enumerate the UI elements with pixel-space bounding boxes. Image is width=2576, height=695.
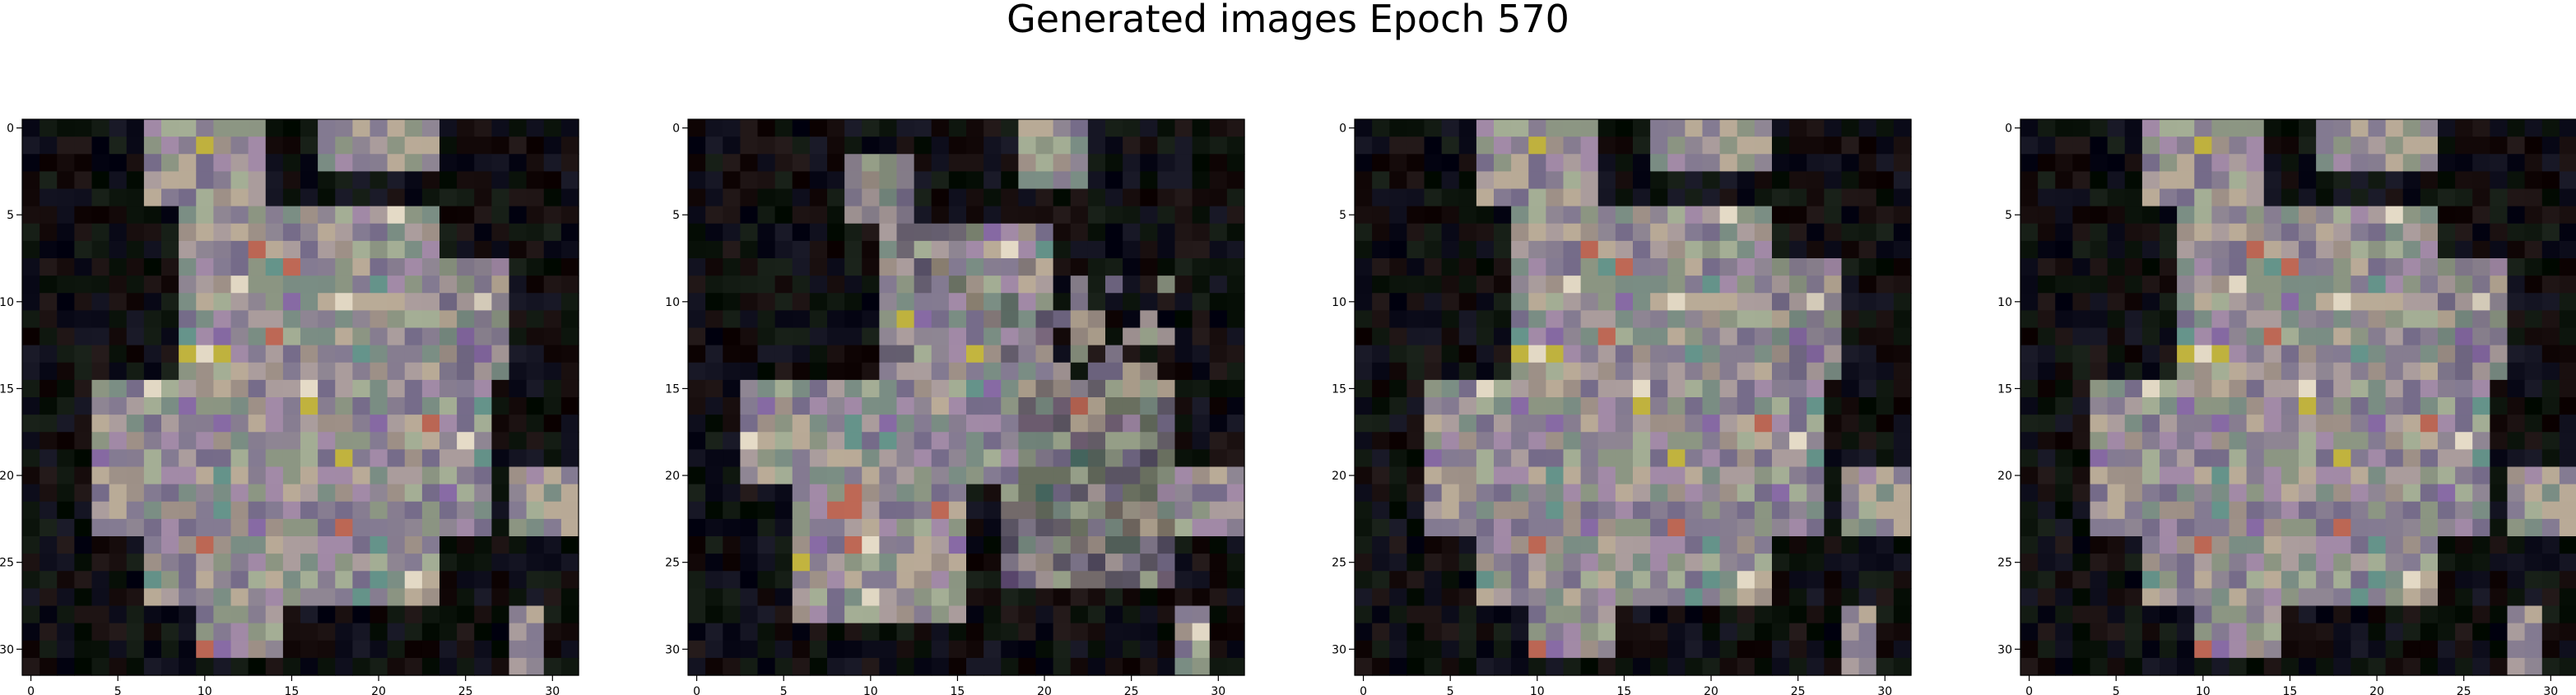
- y-tick-label: 10: [1332, 296, 1346, 309]
- y-tick-label: 10: [1997, 296, 2012, 309]
- y-tick-label: 25: [1332, 557, 1346, 570]
- y-tick-label: 20: [1332, 470, 1346, 483]
- y-tick-label: 10: [665, 296, 680, 309]
- y-tick-label: 25: [665, 557, 680, 570]
- y-tick-label: 0: [7, 123, 14, 136]
- y-tick-label: 25: [0, 557, 14, 570]
- x-tick-label: 20: [1704, 685, 1718, 695]
- x-tick-label: 5: [780, 685, 788, 695]
- axes-frame: [21, 118, 579, 676]
- y-tick-label: 15: [1997, 382, 2012, 396]
- generated-image: [688, 119, 1245, 676]
- x-tick-label: 25: [1791, 685, 1806, 695]
- x-tick-label: 15: [1617, 685, 1632, 695]
- y-tick-label: 20: [0, 470, 14, 483]
- y-tick-label: 30: [1332, 643, 1346, 656]
- figure-title: Generated images Epoch 570: [1007, 0, 1569, 41]
- x-tick-label: 30: [545, 685, 560, 695]
- y-tick-label: 5: [1339, 209, 1346, 222]
- x-tick-label: 25: [2457, 685, 2471, 695]
- x-tick-label: 30: [2543, 685, 2558, 695]
- y-tick-label: 15: [1332, 382, 1346, 396]
- axes-frame: [2020, 118, 2576, 676]
- x-tick-label: 20: [1037, 685, 1052, 695]
- image-panel-2: 0 5 10 15 20 25 30 0 5 10 15 20 25 30: [665, 118, 1245, 695]
- y-tick-label: 30: [0, 643, 14, 656]
- y-tick-label: 0: [2005, 123, 2012, 136]
- x-tick-label: 0: [2025, 685, 2033, 695]
- y-tick-label: 5: [7, 209, 14, 222]
- generated-image: [1355, 119, 1912, 676]
- image-panel-3: 0 5 10 15 20 25 30 0 5 10 15 20 25 30: [1332, 118, 1912, 695]
- x-tick-label: 10: [1530, 685, 1545, 695]
- x-tick-label: 20: [371, 685, 386, 695]
- x-tick-label: 0: [27, 685, 35, 695]
- generated-image: [22, 119, 579, 676]
- x-tick-label: 0: [693, 685, 700, 695]
- generated-image: [2020, 119, 2576, 676]
- x-tick-label: 15: [951, 685, 965, 695]
- image-panel-1: 0 5 10 15 20 25 30 0 5 10 15 20 25 30: [0, 118, 579, 695]
- x-tick-label: 20: [2369, 685, 2384, 695]
- y-tick-label: 0: [672, 123, 680, 136]
- y-tick-label: 15: [0, 382, 14, 396]
- axes-frame: [1354, 118, 1912, 676]
- y-tick-label: 30: [665, 643, 680, 656]
- y-tick-label: 5: [2005, 209, 2012, 222]
- x-tick-label: 15: [285, 685, 300, 695]
- image-panel-4: 0 5 10 15 20 25 30 0 5 10 15 20 25 30: [1997, 118, 2576, 695]
- y-tick-label: 10: [0, 296, 14, 309]
- x-tick-label: 10: [863, 685, 878, 695]
- y-tick-label: 20: [665, 470, 680, 483]
- x-tick-label: 30: [1211, 685, 1225, 695]
- x-tick-label: 30: [1877, 685, 1892, 695]
- x-tick-label: 10: [198, 685, 212, 695]
- axes-frame: [687, 118, 1245, 676]
- x-tick-label: 0: [1360, 685, 1367, 695]
- y-tick-label: 25: [1997, 557, 2012, 570]
- y-tick-label: 30: [1997, 643, 2012, 656]
- x-tick-label: 5: [2113, 685, 2120, 695]
- y-tick-label: 0: [1339, 123, 1346, 136]
- y-tick-label: 5: [672, 209, 680, 222]
- x-tick-label: 5: [1447, 685, 1454, 695]
- x-tick-label: 25: [458, 685, 473, 695]
- x-tick-label: 25: [1124, 685, 1139, 695]
- x-tick-label: 5: [114, 685, 122, 695]
- y-tick-label: 20: [1997, 470, 2012, 483]
- y-tick-label: 15: [665, 382, 680, 396]
- x-tick-label: 10: [2196, 685, 2211, 695]
- x-tick-label: 15: [2283, 685, 2298, 695]
